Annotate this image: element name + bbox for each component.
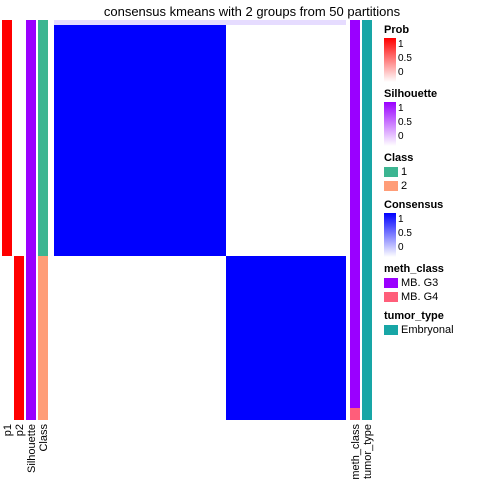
legend-gradient: 10.50 (384, 213, 500, 257)
ann-block (14, 256, 24, 420)
ann-block (362, 20, 372, 420)
tick-label: 0.5 (398, 227, 412, 241)
swatch (384, 167, 398, 177)
legend-title: Class (384, 152, 500, 164)
gradient-bar (384, 102, 396, 146)
legend-item: MB. G4 (384, 291, 500, 304)
legend-title: Consensus (384, 199, 500, 211)
p1-lab: p1 (2, 424, 14, 436)
ann-block (38, 256, 48, 420)
gradient-bar (384, 213, 396, 257)
heat-cell (226, 256, 346, 420)
annotation-tumor-type (362, 20, 372, 420)
tick-label: 1 (398, 213, 412, 227)
tick-label: 1 (398, 102, 412, 116)
cls-lab: Class (38, 424, 50, 452)
tick-label: 0.5 (398, 52, 412, 66)
legend-panel: Prob10.50Silhouette10.50Class12Consensus… (384, 18, 500, 338)
heat-cell (54, 20, 346, 25)
ann-block (350, 20, 360, 256)
legend-label: MB. G3 (401, 277, 438, 289)
swatch (384, 325, 398, 335)
legend-item: 2 (384, 180, 500, 193)
swatch (384, 292, 398, 302)
heat-cell (54, 256, 226, 420)
legend-label: 1 (401, 166, 407, 178)
tick-label: 0 (398, 66, 412, 80)
legend-gradient: 10.50 (384, 102, 500, 146)
gradient-ticks: 10.50 (398, 102, 412, 146)
ann-block (350, 408, 360, 420)
annotation-meth-class (350, 20, 360, 420)
legend-label: 2 (401, 180, 407, 192)
figure-root: consensus kmeans with 2 groups from 50 p… (0, 0, 504, 504)
ann-block (26, 20, 36, 256)
p2-lab: p2 (14, 424, 26, 436)
plot-title: consensus kmeans with 2 groups from 50 p… (0, 0, 504, 19)
tick-label: 0.5 (398, 116, 412, 130)
tick-label: 0 (398, 241, 412, 255)
ann-block (38, 20, 48, 256)
heat-cell (54, 20, 226, 256)
tick-label: 0 (398, 130, 412, 144)
gradient-ticks: 10.50 (398, 213, 412, 257)
legend-title: tumor_type (384, 310, 500, 322)
heat-cell (226, 20, 346, 256)
ann-block (2, 256, 12, 420)
annotation-silhouette (26, 20, 36, 420)
ann-block (2, 20, 12, 256)
tick-label: 1 (398, 38, 412, 52)
legend-item: Embryonal (384, 324, 500, 337)
legend-title: meth_class (384, 263, 500, 275)
legend-title: Prob (384, 24, 500, 36)
mc-lab: meth_class (350, 424, 362, 480)
annotation-class (38, 20, 48, 420)
ann-block (14, 20, 24, 256)
annotation-p1 (2, 20, 12, 420)
legend-gradient: 10.50 (384, 38, 500, 82)
legend-label: Embryonal (401, 324, 454, 336)
swatch (384, 278, 398, 288)
gradient-bar (384, 38, 396, 82)
sil-lab: Silhouette (26, 424, 38, 473)
legend-title: Silhouette (384, 88, 500, 100)
swatch (384, 181, 398, 191)
gradient-ticks: 10.50 (398, 38, 412, 82)
annotation-p2 (14, 20, 24, 420)
tt-lab: tumor_type (362, 424, 374, 479)
legend-item: 1 (384, 166, 500, 179)
consensus-heatmap (54, 20, 346, 420)
ann-block (350, 256, 360, 408)
legend-label: MB. G4 (401, 291, 438, 303)
ann-block (26, 256, 36, 420)
legend-item: MB. G3 (384, 277, 500, 290)
